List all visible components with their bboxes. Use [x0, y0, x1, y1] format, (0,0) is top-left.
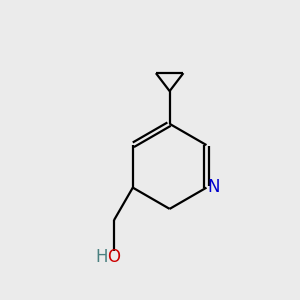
- Text: O: O: [107, 248, 121, 266]
- Text: N: N: [207, 178, 220, 196]
- Text: H: H: [95, 248, 108, 266]
